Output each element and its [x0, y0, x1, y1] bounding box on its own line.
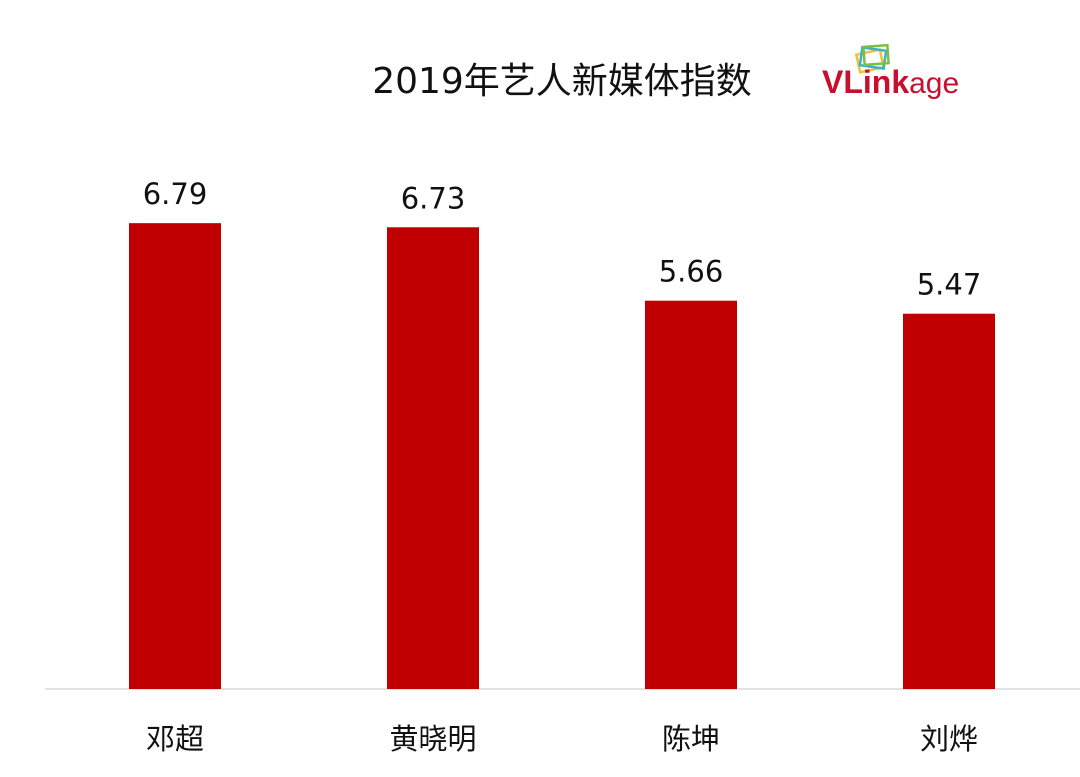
logo-text-light: age: [909, 67, 959, 100]
bar: [903, 313, 995, 689]
category-label: 刘烨: [920, 722, 978, 756]
bar-value-label: 6.73: [401, 181, 466, 215]
logo-frame-teal: [858, 46, 888, 70]
value-labels-group: 6.79 6.73 5.66 5.47: [143, 177, 982, 302]
chart-title: 2019年艺人新媒体指数: [372, 61, 752, 102]
logo-text-bold: VLink: [822, 64, 909, 100]
bar: [129, 223, 221, 690]
bar: [645, 300, 737, 689]
stacked-frames-icon: [854, 43, 890, 74]
vlinkage-logo: VLinkage: [822, 43, 959, 100]
bar-value-label: 5.47: [917, 268, 982, 302]
category-labels-group: 邓超 黄晓明 陈坤 刘烨: [146, 722, 978, 756]
logo-frame-green: [862, 43, 890, 67]
logo-wordmark: VLinkage: [822, 64, 959, 100]
bar: [387, 227, 479, 690]
category-label: 黄晓明: [389, 722, 476, 756]
logo-frame-yellow: [854, 48, 886, 74]
bars-group: [129, 223, 995, 690]
bar-value-label: 6.79: [143, 177, 208, 211]
bar-value-label: 5.66: [659, 255, 724, 289]
category-label: 邓超: [146, 722, 204, 756]
category-label: 陈坤: [662, 722, 720, 756]
